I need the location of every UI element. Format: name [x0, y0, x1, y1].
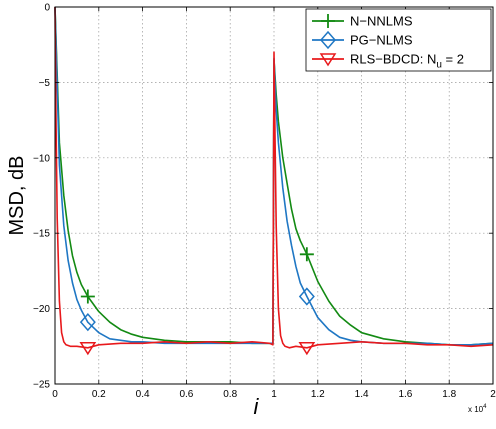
legend-marker-3: [319, 53, 337, 67]
y-tick-label: −5: [39, 78, 51, 89]
y-tick-label: −10: [33, 153, 50, 164]
y-axis-title: MSD, dB: [6, 155, 28, 235]
x-tick-label: 0.4: [136, 389, 150, 400]
y-tick-label: −15: [33, 229, 50, 240]
y-tick-label: −25: [33, 380, 50, 391]
x-tick-label: 0: [52, 389, 58, 400]
x-tick-label: 1.4: [355, 389, 369, 400]
legend-marker-1: [321, 14, 335, 28]
x-axis-multiplier: x 104: [468, 404, 487, 414]
legend-marker-2: [320, 30, 336, 50]
series-marker-1: [299, 247, 314, 262]
x-tick-label: 0.6: [179, 389, 193, 400]
x-tick-label: 0.2: [92, 389, 106, 400]
x-tick-label: 1.2: [311, 389, 325, 400]
series-line-3: [54, 6, 494, 349]
y-tick-label: 0: [44, 3, 50, 14]
legend-label-1: N−NNLMS: [350, 14, 413, 29]
series-marker-3: [79, 342, 97, 356]
x-tick-label: 1: [271, 389, 277, 400]
legend-label-2: PG−NLMS: [350, 33, 413, 48]
series-marker-1: [80, 289, 95, 304]
x-tick-label: 1.8: [442, 389, 456, 400]
legend-label-3: RLS−BDCD: Nu = 2: [350, 52, 464, 71]
x-tick-label: 1.6: [398, 389, 412, 400]
series-marker-3: [298, 342, 316, 356]
series-marker-2: [79, 313, 96, 332]
y-tick-label: −20: [33, 304, 50, 315]
x-tick-label: 2: [490, 389, 496, 400]
x-axis-title: i: [254, 394, 260, 419]
series-marker-2: [298, 287, 315, 306]
x-tick-label: 0.8: [223, 389, 237, 400]
